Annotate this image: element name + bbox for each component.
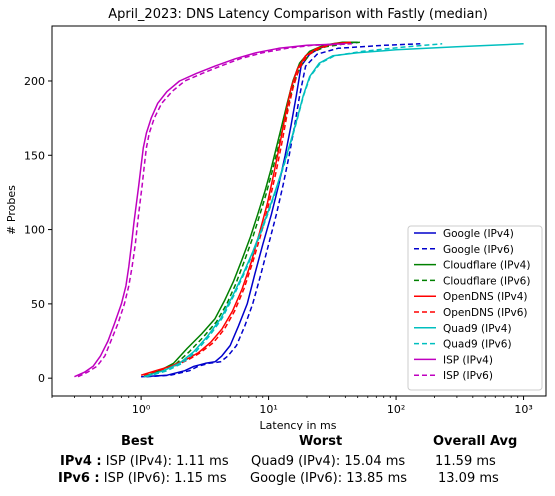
- x-tick-label: 10³: [514, 403, 532, 416]
- series-line-5: [144, 42, 353, 375]
- summary-best-value: ISP (IPv6): 1.15 ms: [104, 471, 227, 486]
- summary-header-best: Best: [121, 434, 154, 449]
- series-line-0: [141, 42, 358, 376]
- x-tick-label: 10⁰: [132, 403, 151, 416]
- legend-entry-5: OpenDNS (IPv6): [443, 307, 528, 319]
- y-tick-label: 50: [31, 298, 45, 311]
- y-tick-label: 150: [24, 149, 45, 162]
- series-line-7: [146, 44, 442, 377]
- legend: Google (IPv4) Google (IPv6) Cloudflare (IP…: [408, 226, 542, 390]
- latency-chart: April_2023: DNS Latency Comparison with …: [0, 0, 555, 430]
- summary-row-ipv6: IPv6 : ISP (IPv6): 1.15 ms: [58, 471, 227, 486]
- summary-row-ipv4: IPv4 : ISP (IPv4): 1.11 ms: [60, 454, 229, 469]
- legend-entry-9: ISP (IPv6): [443, 370, 493, 382]
- summary-worst-value: Quad9 (IPv4): 15.04 ms: [251, 454, 405, 469]
- summary-row-label: IPv6 :: [58, 471, 100, 486]
- summary-table: Best Worst Overall Avg IPv4 : ISP (IPv4)…: [0, 430, 555, 496]
- series-line-3: [146, 42, 360, 376]
- summary-best-value: ISP (IPv4): 1.11 ms: [106, 454, 229, 469]
- y-axis-label: # Probes: [5, 185, 18, 235]
- x-tick-label: 10¹: [259, 403, 277, 416]
- summary-header-overall: Overall Avg: [433, 434, 517, 449]
- legend-entry-2: Cloudflare (IPv4): [443, 260, 530, 272]
- chart-title: April_2023: DNS Latency Comparison with …: [108, 7, 488, 22]
- legend-entry-6: Quad9 (IPv4): [443, 323, 512, 335]
- x-axis-label: Latency in ms: [260, 419, 337, 430]
- series-line-1: [146, 44, 420, 377]
- series-line-2: [144, 42, 358, 376]
- y-tick-label: 100: [24, 224, 45, 237]
- series-line-4: [141, 42, 351, 375]
- legend-entry-1: Google (IPv6): [443, 244, 514, 256]
- legend-entry-3: Cloudflare (IPv6): [443, 275, 530, 287]
- summary-overall-value: 11.59 ms: [435, 454, 496, 469]
- y-tick-label: 0: [38, 372, 45, 385]
- legend-entry-4: OpenDNS (IPv4): [443, 291, 528, 303]
- legend-entry-8: ISP (IPv4): [443, 354, 493, 366]
- summary-overall-value: 13.09 ms: [438, 471, 499, 486]
- summary-header-worst: Worst: [299, 434, 342, 449]
- x-tick-label: 10²: [387, 403, 405, 416]
- summary-worst-value: Google (IPv6): 13.85 ms: [250, 471, 407, 486]
- legend-entry-0: Google (IPv4): [443, 228, 514, 240]
- legend-entry-7: Quad9 (IPv6): [443, 339, 512, 351]
- y-tick-label: 200: [24, 75, 45, 88]
- summary-row-label: IPv4 :: [60, 454, 102, 469]
